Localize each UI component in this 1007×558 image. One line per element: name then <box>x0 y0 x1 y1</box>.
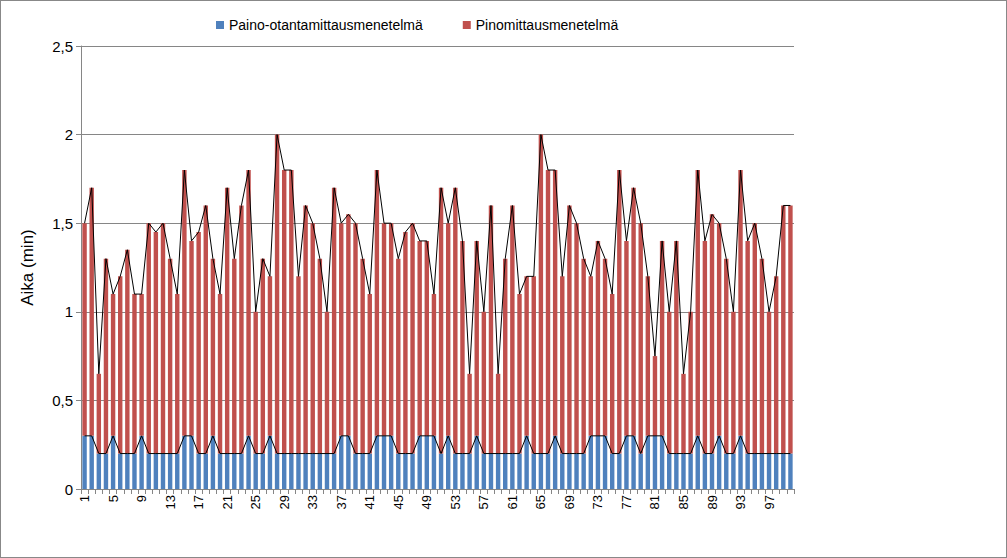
svg-text:1,5: 1,5 <box>52 215 73 232</box>
svg-text:73: 73 <box>590 495 605 509</box>
svg-text:0: 0 <box>65 481 73 498</box>
svg-text:37: 37 <box>334 495 349 509</box>
svg-text:65: 65 <box>533 495 548 509</box>
svg-text:61: 61 <box>505 495 520 509</box>
svg-text:85: 85 <box>676 495 691 509</box>
svg-text:21: 21 <box>220 495 235 509</box>
svg-text:77: 77 <box>619 495 634 509</box>
svg-text:33: 33 <box>305 495 320 509</box>
svg-text:2,5: 2,5 <box>52 38 73 55</box>
svg-text:57: 57 <box>476 495 491 509</box>
svg-text:9: 9 <box>134 495 149 502</box>
svg-text:2: 2 <box>65 126 73 143</box>
svg-text:29: 29 <box>277 495 292 509</box>
svg-text:Paino-otantamittausmenetelmä: Paino-otantamittausmenetelmä <box>229 17 423 33</box>
svg-text:69: 69 <box>562 495 577 509</box>
svg-text:25: 25 <box>248 495 263 509</box>
svg-text:17: 17 <box>191 495 206 509</box>
svg-text:0,5: 0,5 <box>52 392 73 409</box>
svg-text:45: 45 <box>391 495 406 509</box>
svg-text:41: 41 <box>362 495 377 509</box>
svg-text:49: 49 <box>419 495 434 509</box>
svg-text:Pinomittausmenetelmä: Pinomittausmenetelmä <box>476 17 619 33</box>
svg-text:1: 1 <box>65 303 73 320</box>
svg-text:13: 13 <box>163 495 178 509</box>
svg-text:1: 1 <box>77 495 92 502</box>
svg-text:81: 81 <box>647 495 662 509</box>
svg-text:Aika (min): Aika (min) <box>18 229 37 306</box>
svg-text:89: 89 <box>705 495 720 509</box>
svg-text:53: 53 <box>448 495 463 509</box>
svg-text:93: 93 <box>733 495 748 509</box>
svg-text:97: 97 <box>762 495 777 509</box>
svg-text:5: 5 <box>106 495 121 502</box>
